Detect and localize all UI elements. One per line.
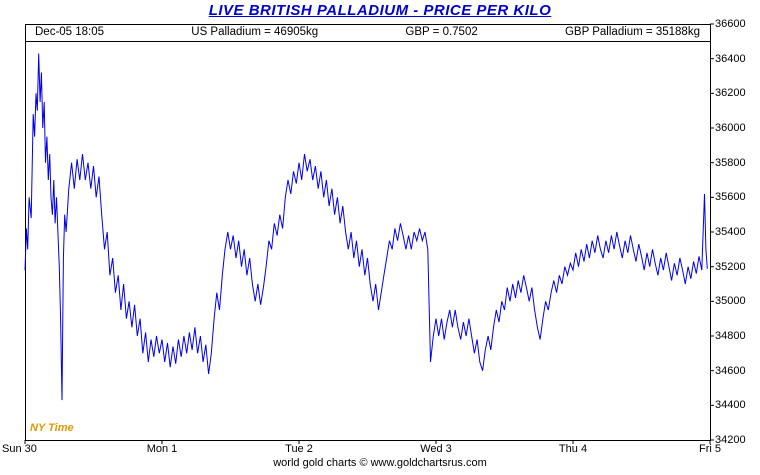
gbp-palladium-quote: GBP Palladium = 35188kg (564, 26, 700, 38)
gbp-rate-quote: GBP = 0.7502 (405, 26, 478, 38)
chart-title: LIVE BRITISH PALLADIUM - PRICE PER KILO (208, 2, 552, 19)
ny-time-label: NY Time (30, 422, 74, 434)
footer-credit: world gold charts © www.goldchartsrus.co… (273, 457, 487, 469)
plot-border (25, 24, 711, 441)
quote-timestamp: Dec-05 18:05 (35, 26, 105, 38)
quote-header: Dec-05 18:05 US Palladium = 46905kg GBP … (25, 26, 710, 38)
price-line (24, 53, 708, 401)
us-palladium-quote: US Palladium = 46905kg (191, 26, 319, 38)
